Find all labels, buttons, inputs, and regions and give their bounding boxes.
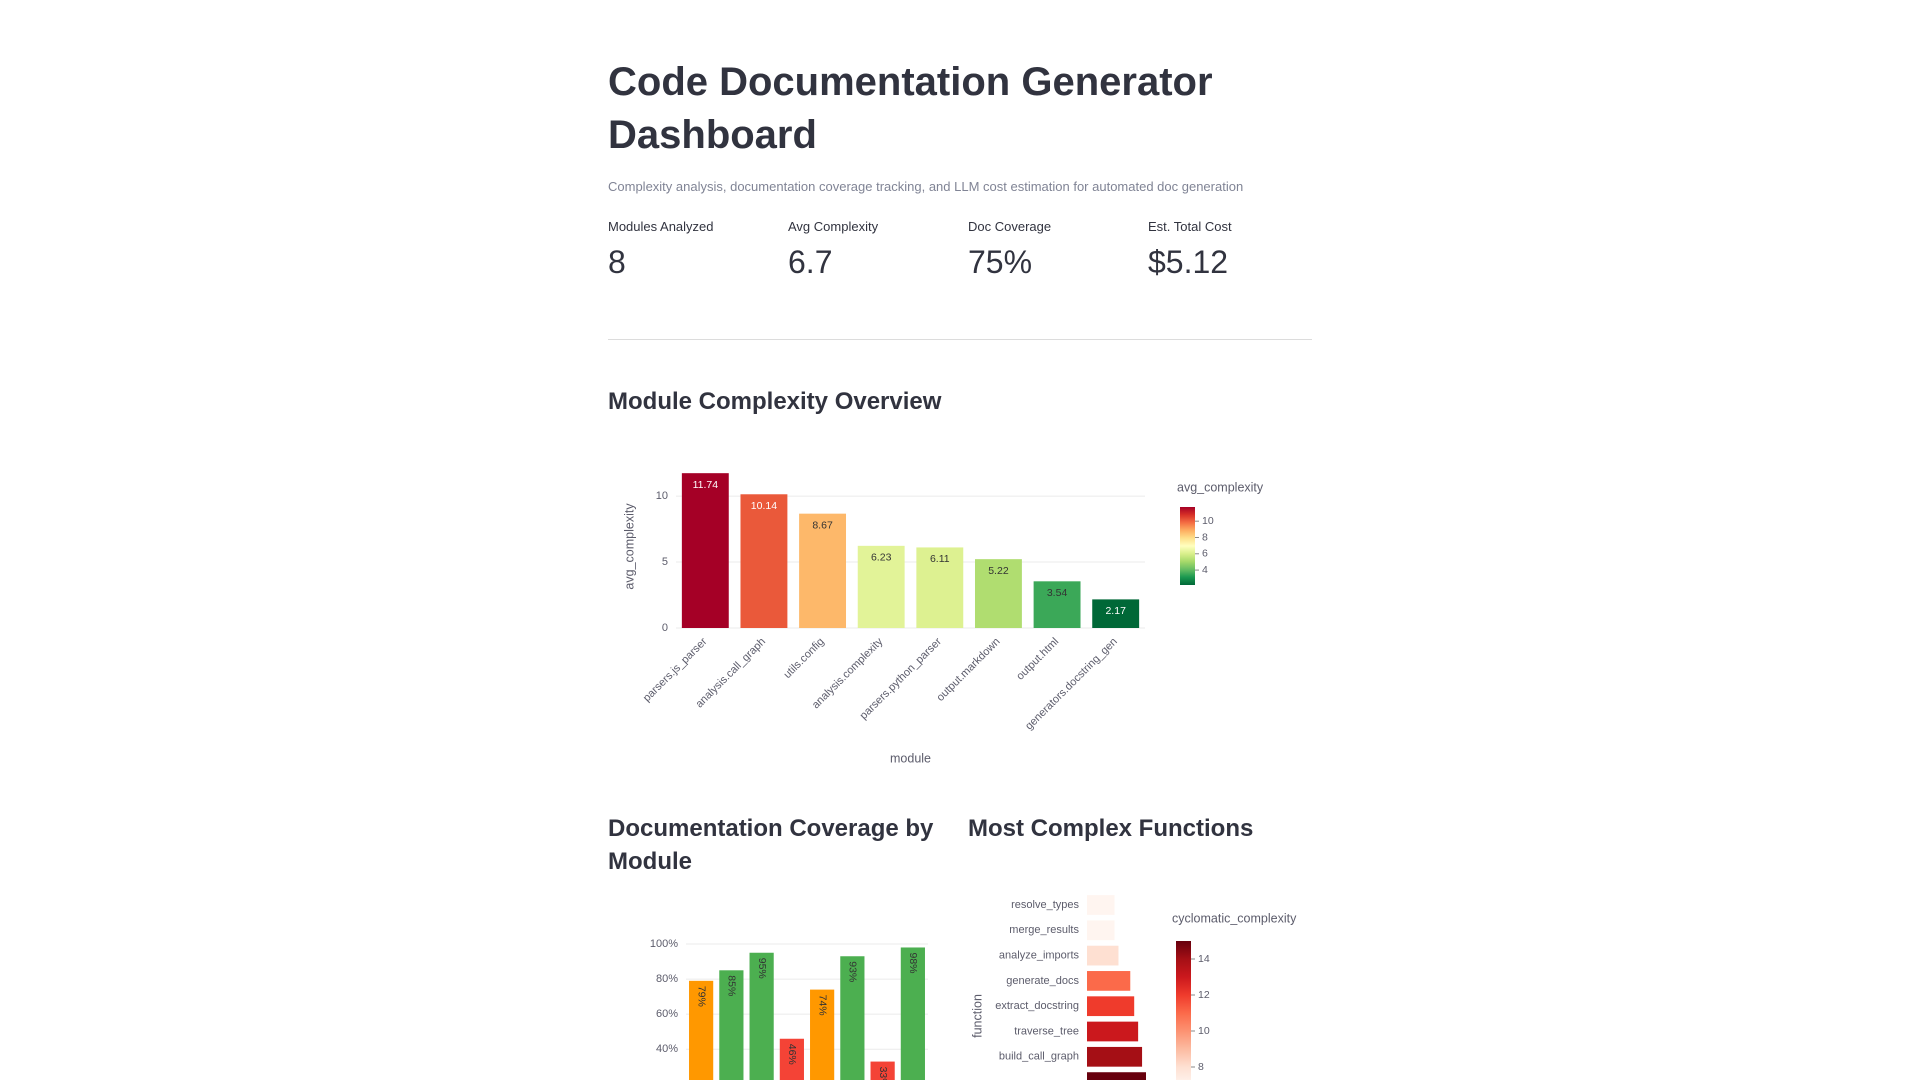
bar — [1087, 1046, 1143, 1067]
metric-value: $5.12 — [1148, 244, 1229, 280]
y-tick-label: traverse_tree — [1014, 1025, 1079, 1037]
data-label: 11.74 — [693, 479, 719, 491]
y-tick-label: 5 — [662, 556, 668, 568]
x-axis-title: module — [890, 751, 931, 765]
page-subtitle: Complexity analysis, documentation cover… — [608, 179, 1244, 194]
bar — [900, 947, 925, 1080]
y-tick-label: 10 — [656, 490, 668, 502]
colorbar-tick-label: 14 — [1198, 953, 1210, 965]
x-tick-label: parsers.js_parser — [641, 635, 710, 704]
data-label: 95% — [756, 958, 768, 979]
colorbar-tick-label: 8 — [1198, 1061, 1204, 1073]
y-axis-title: function — [970, 994, 984, 1038]
bar — [1087, 945, 1119, 966]
bar — [1087, 996, 1135, 1017]
bar — [740, 494, 788, 628]
bar — [870, 1061, 895, 1080]
bar — [840, 956, 865, 1080]
metric-label: Modules Analyzed — [608, 219, 714, 234]
bar — [1092, 599, 1140, 628]
x-tick-label: utils.config — [781, 636, 826, 681]
colorbar-tick-label: 10 — [1202, 515, 1214, 527]
data-label: 74% — [816, 995, 828, 1016]
y-tick-label: resolve_types — [1011, 899, 1079, 911]
y-axis-title: avg_complexity — [622, 503, 636, 590]
page-title: Code Documentation Generator Dashboard — [608, 60, 1213, 157]
y-tick-label: extract_docstring — [995, 1000, 1079, 1012]
bar — [681, 473, 729, 628]
colorbar-tick-label: 4 — [1202, 564, 1208, 576]
section-title: Most Complex Functions — [968, 815, 1254, 842]
bar — [1087, 895, 1115, 915]
data-label: 85% — [726, 975, 738, 996]
data-label: 8.67 — [812, 519, 833, 531]
metric-value: 75% — [968, 244, 1033, 280]
colorbar-tick-label: 6 — [1202, 548, 1208, 560]
bar — [1087, 920, 1115, 941]
bar — [1087, 1072, 1146, 1080]
metric-value: 6.7 — [788, 244, 833, 280]
x-tick-label: output.markdown — [934, 636, 1002, 704]
bar — [689, 980, 714, 1080]
y-tick-label: build_call_graph — [999, 1051, 1079, 1063]
bar — [749, 952, 774, 1080]
data-label: 3.54 — [1047, 587, 1068, 599]
bar — [810, 989, 835, 1080]
data-label: 79% — [695, 986, 707, 1007]
metric-label: Doc Coverage — [968, 219, 1052, 234]
y-tick-label: 100% — [650, 938, 678, 950]
y-tick-label: 60% — [656, 1008, 678, 1020]
colorbar-title: cyclomatic_complexity — [1172, 911, 1297, 925]
data-label: 10.14 — [751, 500, 777, 512]
data-label: 6.23 — [871, 552, 892, 564]
colorbar-tick-label: 12 — [1198, 989, 1210, 1001]
x-tick-label: output.html — [1014, 636, 1061, 683]
colorbar-tick-label: 10 — [1198, 1025, 1210, 1037]
y-tick-label: 40% — [656, 1043, 678, 1055]
bar — [779, 1038, 804, 1080]
data-label: 93% — [847, 961, 859, 982]
data-label: 98% — [907, 952, 919, 973]
colorbar — [1176, 941, 1191, 1080]
y-tick-label: generate_docs — [1006, 975, 1079, 987]
colorbar — [1180, 507, 1195, 585]
y-tick-label: 80% — [656, 973, 678, 985]
data-label: 2.17 — [1105, 605, 1126, 617]
section-title: Documentation Coverage by Module — [608, 815, 934, 875]
y-tick-label: merge_results — [1009, 924, 1079, 936]
data-label: 33% — [877, 1067, 889, 1080]
y-tick-label: analyze_imports — [999, 950, 1080, 962]
bar — [916, 547, 964, 628]
colorbar-title: avg_complexity — [1177, 480, 1264, 494]
data-label: 6.11 — [930, 553, 950, 565]
metric-value: 8 — [608, 244, 626, 280]
bar — [1033, 581, 1081, 628]
y-tick-label: 0 — [662, 622, 668, 634]
data-label: 46% — [786, 1044, 798, 1065]
section-title: Module Complexity Overview — [608, 388, 942, 415]
bar — [1087, 1021, 1139, 1042]
bar — [799, 513, 847, 628]
divider — [608, 339, 1312, 340]
data-label: 5.22 — [988, 565, 1009, 577]
metric-label: Est. Total Cost — [1148, 219, 1232, 234]
colorbar-tick-label: 8 — [1202, 531, 1208, 543]
metric-label: Avg Complexity — [788, 219, 879, 234]
bar — [1087, 971, 1131, 991]
bar — [974, 559, 1022, 628]
bar — [857, 545, 905, 628]
bar — [719, 970, 744, 1080]
